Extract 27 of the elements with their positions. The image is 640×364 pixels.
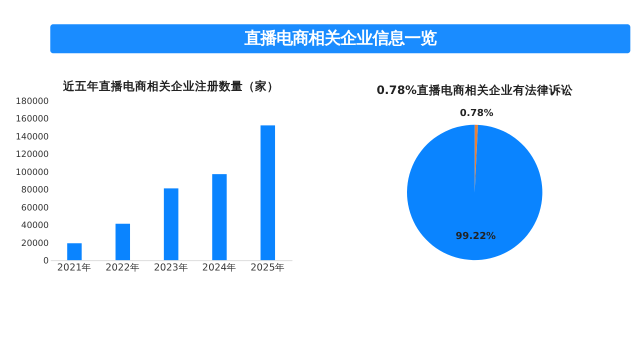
- y-tick-label: 80000: [21, 186, 49, 196]
- y-tick-label: 0: [43, 256, 49, 266]
- y-tick-label: 20000: [21, 238, 49, 249]
- pie-slice: [474, 124, 478, 192]
- y-tick-label: 160000: [16, 114, 49, 125]
- x-tick-label: 2024年: [202, 261, 237, 274]
- data-label: 99.22%: [456, 230, 496, 242]
- x-tick-label: 2022年: [105, 261, 140, 274]
- y-tick-label: 120000: [16, 150, 49, 160]
- y-tick-label: 60000: [21, 203, 49, 214]
- data-label: 0.78%: [460, 108, 494, 120]
- x-tick-label: 2021年: [57, 261, 92, 274]
- chart-title: 0.78%直播电商相关企业有法律诉讼: [376, 82, 574, 97]
- y-tick-label: 140000: [16, 132, 49, 142]
- bar: [212, 174, 227, 260]
- y-tick-label: 180000: [16, 96, 49, 107]
- x-tick-label: 2025年: [250, 261, 286, 274]
- pie-slice: [407, 124, 542, 260]
- bar: [260, 125, 276, 260]
- x-tick-label: 2023年: [154, 261, 188, 274]
- bar: [67, 243, 82, 260]
- y-tick-label: 40000: [21, 221, 49, 232]
- y-tick-label: 100000: [16, 168, 49, 178]
- bar: [116, 224, 130, 260]
- bar: [164, 188, 178, 260]
- chart-title: 近五年直播电商相关企业注册数量（家）: [62, 78, 280, 93]
- text: 直播电商相关企业信息一览: [243, 28, 436, 48]
